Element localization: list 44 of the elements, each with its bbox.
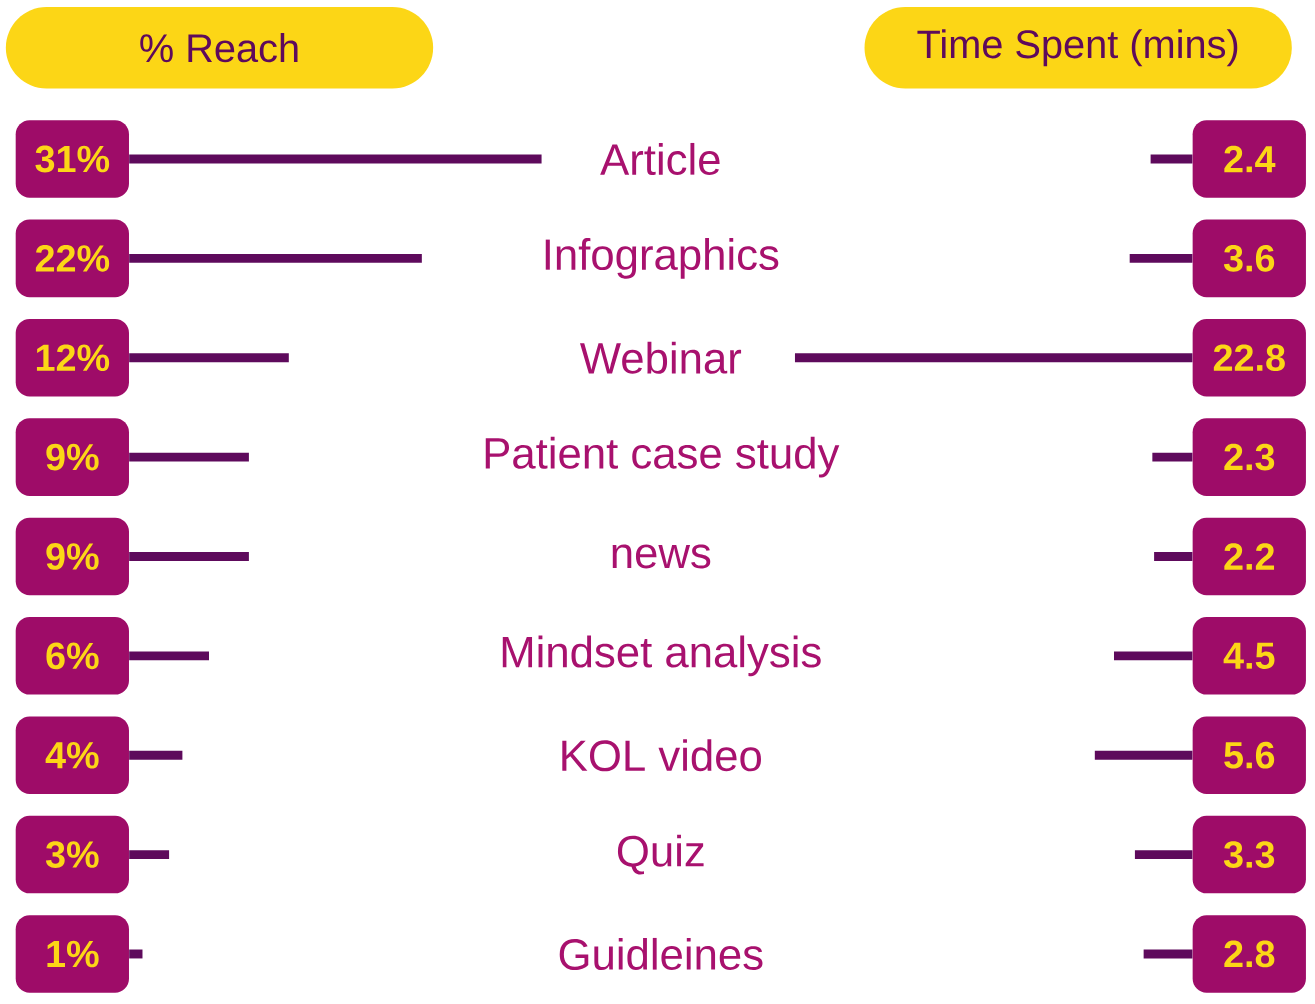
chart-title: Time Spent (mins) [917, 29, 1238, 67]
y-tick-label: Webinar [579, 341, 742, 374]
data-label: 9% [46, 443, 99, 471]
chart-title: % Reach [140, 33, 298, 63]
y-tick-label: Patient case study [485, 436, 840, 478]
data-label: 6% [46, 642, 99, 670]
bar [129, 452, 249, 462]
data-label: 1% [47, 940, 99, 968]
bar [1154, 552, 1193, 562]
y-tick-label: Infographics [545, 238, 779, 279]
bar [129, 750, 183, 760]
data-label: 22% [35, 245, 110, 272]
y-tick-label: KOL video [562, 739, 761, 772]
bar [129, 850, 170, 860]
y-tick-label: Quiz [617, 834, 704, 875]
data-label: 9% [46, 543, 99, 571]
bar [1129, 254, 1193, 264]
data-label: 22.8 [1213, 344, 1285, 372]
data-label: 5.6 [1224, 742, 1275, 769]
y-tick-label: Guidleines [559, 938, 763, 971]
bar [129, 254, 422, 264]
y-tick-label: Article [600, 143, 720, 176]
bar [794, 353, 1193, 363]
bar [129, 154, 542, 164]
data-label: 4.5 [1223, 642, 1275, 670]
data-label: 2.3 [1224, 443, 1275, 471]
data-label: 3% [45, 841, 99, 869]
data-label: 2.4 [1224, 145, 1276, 173]
y-tick-label: news [612, 544, 711, 569]
data-label: 2.2 [1224, 543, 1275, 570]
y-tick-label: Mindset analysis [502, 635, 821, 677]
data-label: 2.8 [1224, 940, 1275, 968]
data-label: 12% [36, 344, 110, 372]
bar [1152, 452, 1193, 462]
bar [1094, 750, 1193, 760]
data-label: 3.3 [1223, 841, 1275, 869]
bar [129, 552, 249, 562]
data-label: 3.6 [1223, 245, 1275, 272]
bar [1114, 651, 1193, 661]
data-label: 31% [35, 145, 110, 173]
bar [129, 353, 289, 363]
bar [129, 651, 209, 661]
data-label: 4% [45, 742, 99, 769]
bar [1134, 850, 1193, 860]
